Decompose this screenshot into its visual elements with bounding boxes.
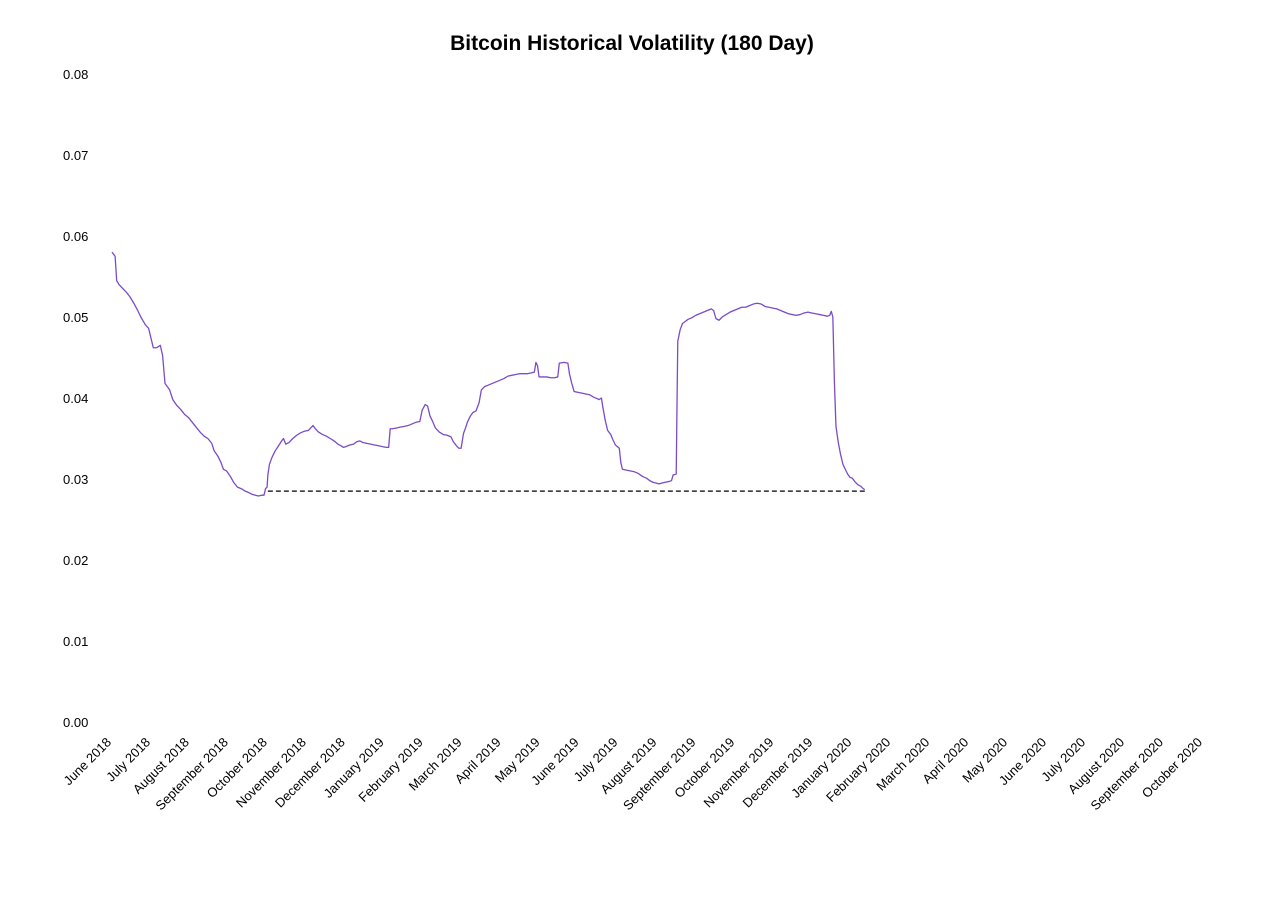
- y-tick-label: 0.04: [63, 391, 88, 406]
- y-tick-label: 0.00: [63, 715, 88, 730]
- y-tick-label: 0.01: [63, 634, 88, 649]
- y-tick-label: 0.07: [63, 148, 88, 163]
- y-tick-label: 0.02: [63, 553, 88, 568]
- x-tick-label: December 2019: [739, 735, 815, 811]
- y-tick-label: 0.05: [63, 310, 88, 325]
- volatility-series-line: [111, 251, 866, 497]
- x-tick-label: December 2018: [272, 735, 348, 811]
- chart-title: Bitcoin Historical Volatility (180 Day): [450, 32, 814, 55]
- y-axis: 0.00 0.01 0.02 0.03 0.04 0.05 0.06 0.07 0.08: [63, 67, 88, 730]
- x-tick-label: November 2018: [233, 735, 309, 811]
- x-tick-label: June 2018: [61, 735, 115, 789]
- y-tick-label: 0.06: [63, 229, 88, 244]
- y-tick-label: 0.03: [63, 472, 88, 487]
- series-layer: [111, 251, 866, 497]
- y-tick-label: 0.08: [63, 67, 88, 82]
- x-tick-label: November 2019: [701, 735, 777, 811]
